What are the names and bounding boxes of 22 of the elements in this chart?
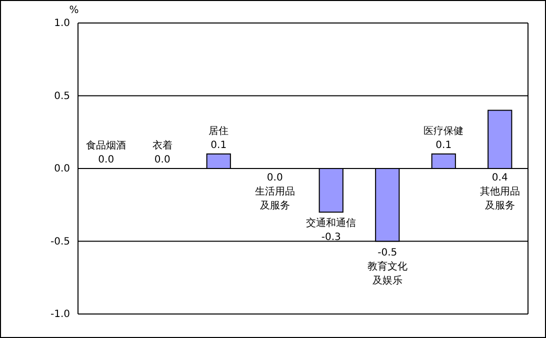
x-tick-label: 教育文化及娱乐	[367, 260, 408, 286]
data-label: -0.3	[321, 232, 341, 244]
x-tick-label: 食品烟酒	[86, 140, 126, 152]
data-label: 0.0	[154, 154, 170, 166]
y-tick-label: 1.0	[54, 18, 70, 30]
data-label: 0.0	[266, 172, 283, 184]
data-label: 0.1	[210, 140, 227, 151]
data-label: 0.0	[98, 154, 114, 166]
data-label: -0.5	[378, 247, 398, 258]
y-tick-label: -0.5	[50, 236, 70, 248]
x-tick-label: 交通和通信	[306, 217, 356, 230]
x-tick-label: 衣着	[152, 140, 172, 152]
data-label: 0.4	[492, 172, 508, 184]
y-tick-label: -1.0	[50, 309, 70, 320]
y-tick-label: 0.5	[54, 90, 70, 102]
x-tick-label: 生活用品及服务	[254, 186, 295, 212]
y-axis-title: %	[69, 5, 79, 16]
x-tick-label: 居住	[208, 126, 229, 137]
x-tick-label: 其他用品及服务	[480, 186, 520, 212]
y-tick-label: 0.0	[54, 164, 70, 175]
data-label: 0.1	[436, 140, 452, 151]
x-tick-label: 医疗保健	[424, 124, 464, 137]
